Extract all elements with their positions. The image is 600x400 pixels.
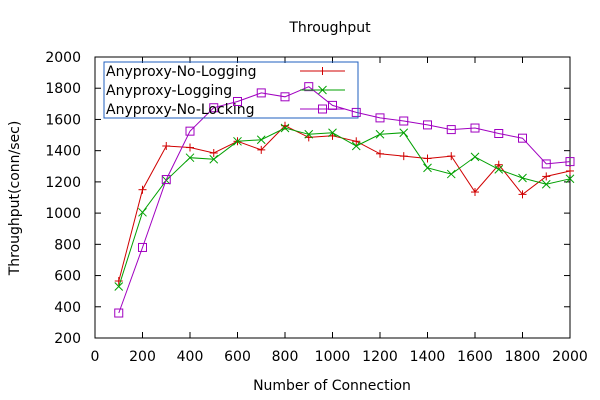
data-point xyxy=(494,160,503,169)
data-point xyxy=(328,128,337,138)
chart-title: Throughput xyxy=(288,20,371,36)
legend-marker xyxy=(318,67,327,75)
data-point xyxy=(209,149,218,158)
x-tick-label: 0 xyxy=(91,349,100,365)
data-point xyxy=(446,169,456,179)
y-tick-label: 400 xyxy=(54,300,81,316)
plot-frame xyxy=(94,56,571,339)
data-point xyxy=(257,145,266,154)
data-point xyxy=(280,92,290,102)
x-tick-label: 400 xyxy=(177,349,204,365)
legend-box xyxy=(103,61,359,119)
data-point xyxy=(162,141,171,150)
y-tick-label: 1400 xyxy=(45,144,81,160)
data-point xyxy=(566,166,574,175)
data-point xyxy=(186,143,194,152)
data-point xyxy=(351,107,361,117)
data-point xyxy=(138,242,147,252)
data-point xyxy=(376,149,384,158)
data-point xyxy=(399,116,409,126)
data-point xyxy=(233,96,242,106)
x-tick-label: 2000 xyxy=(552,349,588,365)
data-point xyxy=(304,82,314,92)
data-point xyxy=(256,88,266,98)
x-tick-label: 1600 xyxy=(457,349,493,365)
data-point xyxy=(351,141,361,151)
data-point xyxy=(185,126,195,136)
y-tick-label: 800 xyxy=(54,237,81,253)
data-point xyxy=(114,308,124,318)
legend: Anyproxy-No-Logging Anyproxy-Logging Anypr… xyxy=(103,61,359,119)
data-point xyxy=(423,163,432,173)
y-tick-label: 2000 xyxy=(45,50,81,66)
data-point xyxy=(446,125,456,135)
data-point xyxy=(185,153,195,163)
data-point xyxy=(470,123,480,133)
data-point xyxy=(470,152,480,162)
data-point xyxy=(280,123,290,133)
data-point xyxy=(471,188,479,197)
x-tick-label: 800 xyxy=(272,349,299,365)
y-axis-label: Throughput(conn/sec) xyxy=(7,121,23,277)
axis-ticks: 0 200 400 600 800 1000 1200 1400 1600 1800 2000 200… xyxy=(45,50,587,365)
data-point xyxy=(256,135,266,145)
data-point xyxy=(375,129,385,139)
data-point xyxy=(114,277,123,286)
data-point xyxy=(233,136,242,146)
y-tick-label: 1800 xyxy=(45,81,81,97)
data-point xyxy=(209,154,219,164)
data-point xyxy=(161,175,171,185)
x-tick-label: 200 xyxy=(129,349,156,365)
data-point xyxy=(518,190,527,199)
series-line xyxy=(118,127,571,287)
data-point xyxy=(494,128,504,138)
data-point xyxy=(447,152,456,161)
data-point xyxy=(138,185,147,194)
data-point xyxy=(423,154,432,163)
data-point xyxy=(399,152,408,161)
data-point xyxy=(565,174,575,184)
x-axis-label: Number of Connection xyxy=(253,378,411,394)
data-point xyxy=(399,128,409,138)
data-point xyxy=(518,133,527,143)
data-point xyxy=(541,179,551,189)
series-line xyxy=(118,86,571,314)
data-point xyxy=(138,207,147,217)
data-point xyxy=(352,137,361,146)
legend-entry-label: Anyproxy-No-Locking xyxy=(106,102,255,118)
legend-entry-label: Anyproxy-No-Logging xyxy=(106,64,256,80)
data-point xyxy=(304,129,314,139)
y-tick-label: 1600 xyxy=(45,112,81,128)
data-point xyxy=(542,172,551,181)
x-tick-label: 1400 xyxy=(410,349,446,365)
x-tick-label: 600 xyxy=(224,349,251,365)
data-point xyxy=(375,113,385,123)
y-tick-label: 1200 xyxy=(45,175,81,191)
x-tick-label: 1200 xyxy=(362,349,398,365)
data-point xyxy=(423,120,432,130)
data-point xyxy=(209,103,219,113)
legend-marker xyxy=(318,85,327,95)
x-tick-label: 1800 xyxy=(505,349,541,365)
y-tick-label: 200 xyxy=(54,331,81,347)
series-anyproxy-no-logging xyxy=(114,121,574,286)
y-tick-label: 1000 xyxy=(45,206,81,222)
series-line xyxy=(118,125,571,282)
data-point xyxy=(518,173,527,183)
y-tick-label: 600 xyxy=(54,269,81,285)
data-point xyxy=(565,157,575,167)
legend-entry-label: Anyproxy-Logging xyxy=(106,83,232,99)
data-point xyxy=(114,282,124,291)
data-point xyxy=(541,159,551,169)
series-anyproxy-logging xyxy=(114,123,575,291)
x-tick-label: 1000 xyxy=(315,349,351,365)
data-point xyxy=(494,165,504,174)
legend-marker xyxy=(318,104,327,114)
